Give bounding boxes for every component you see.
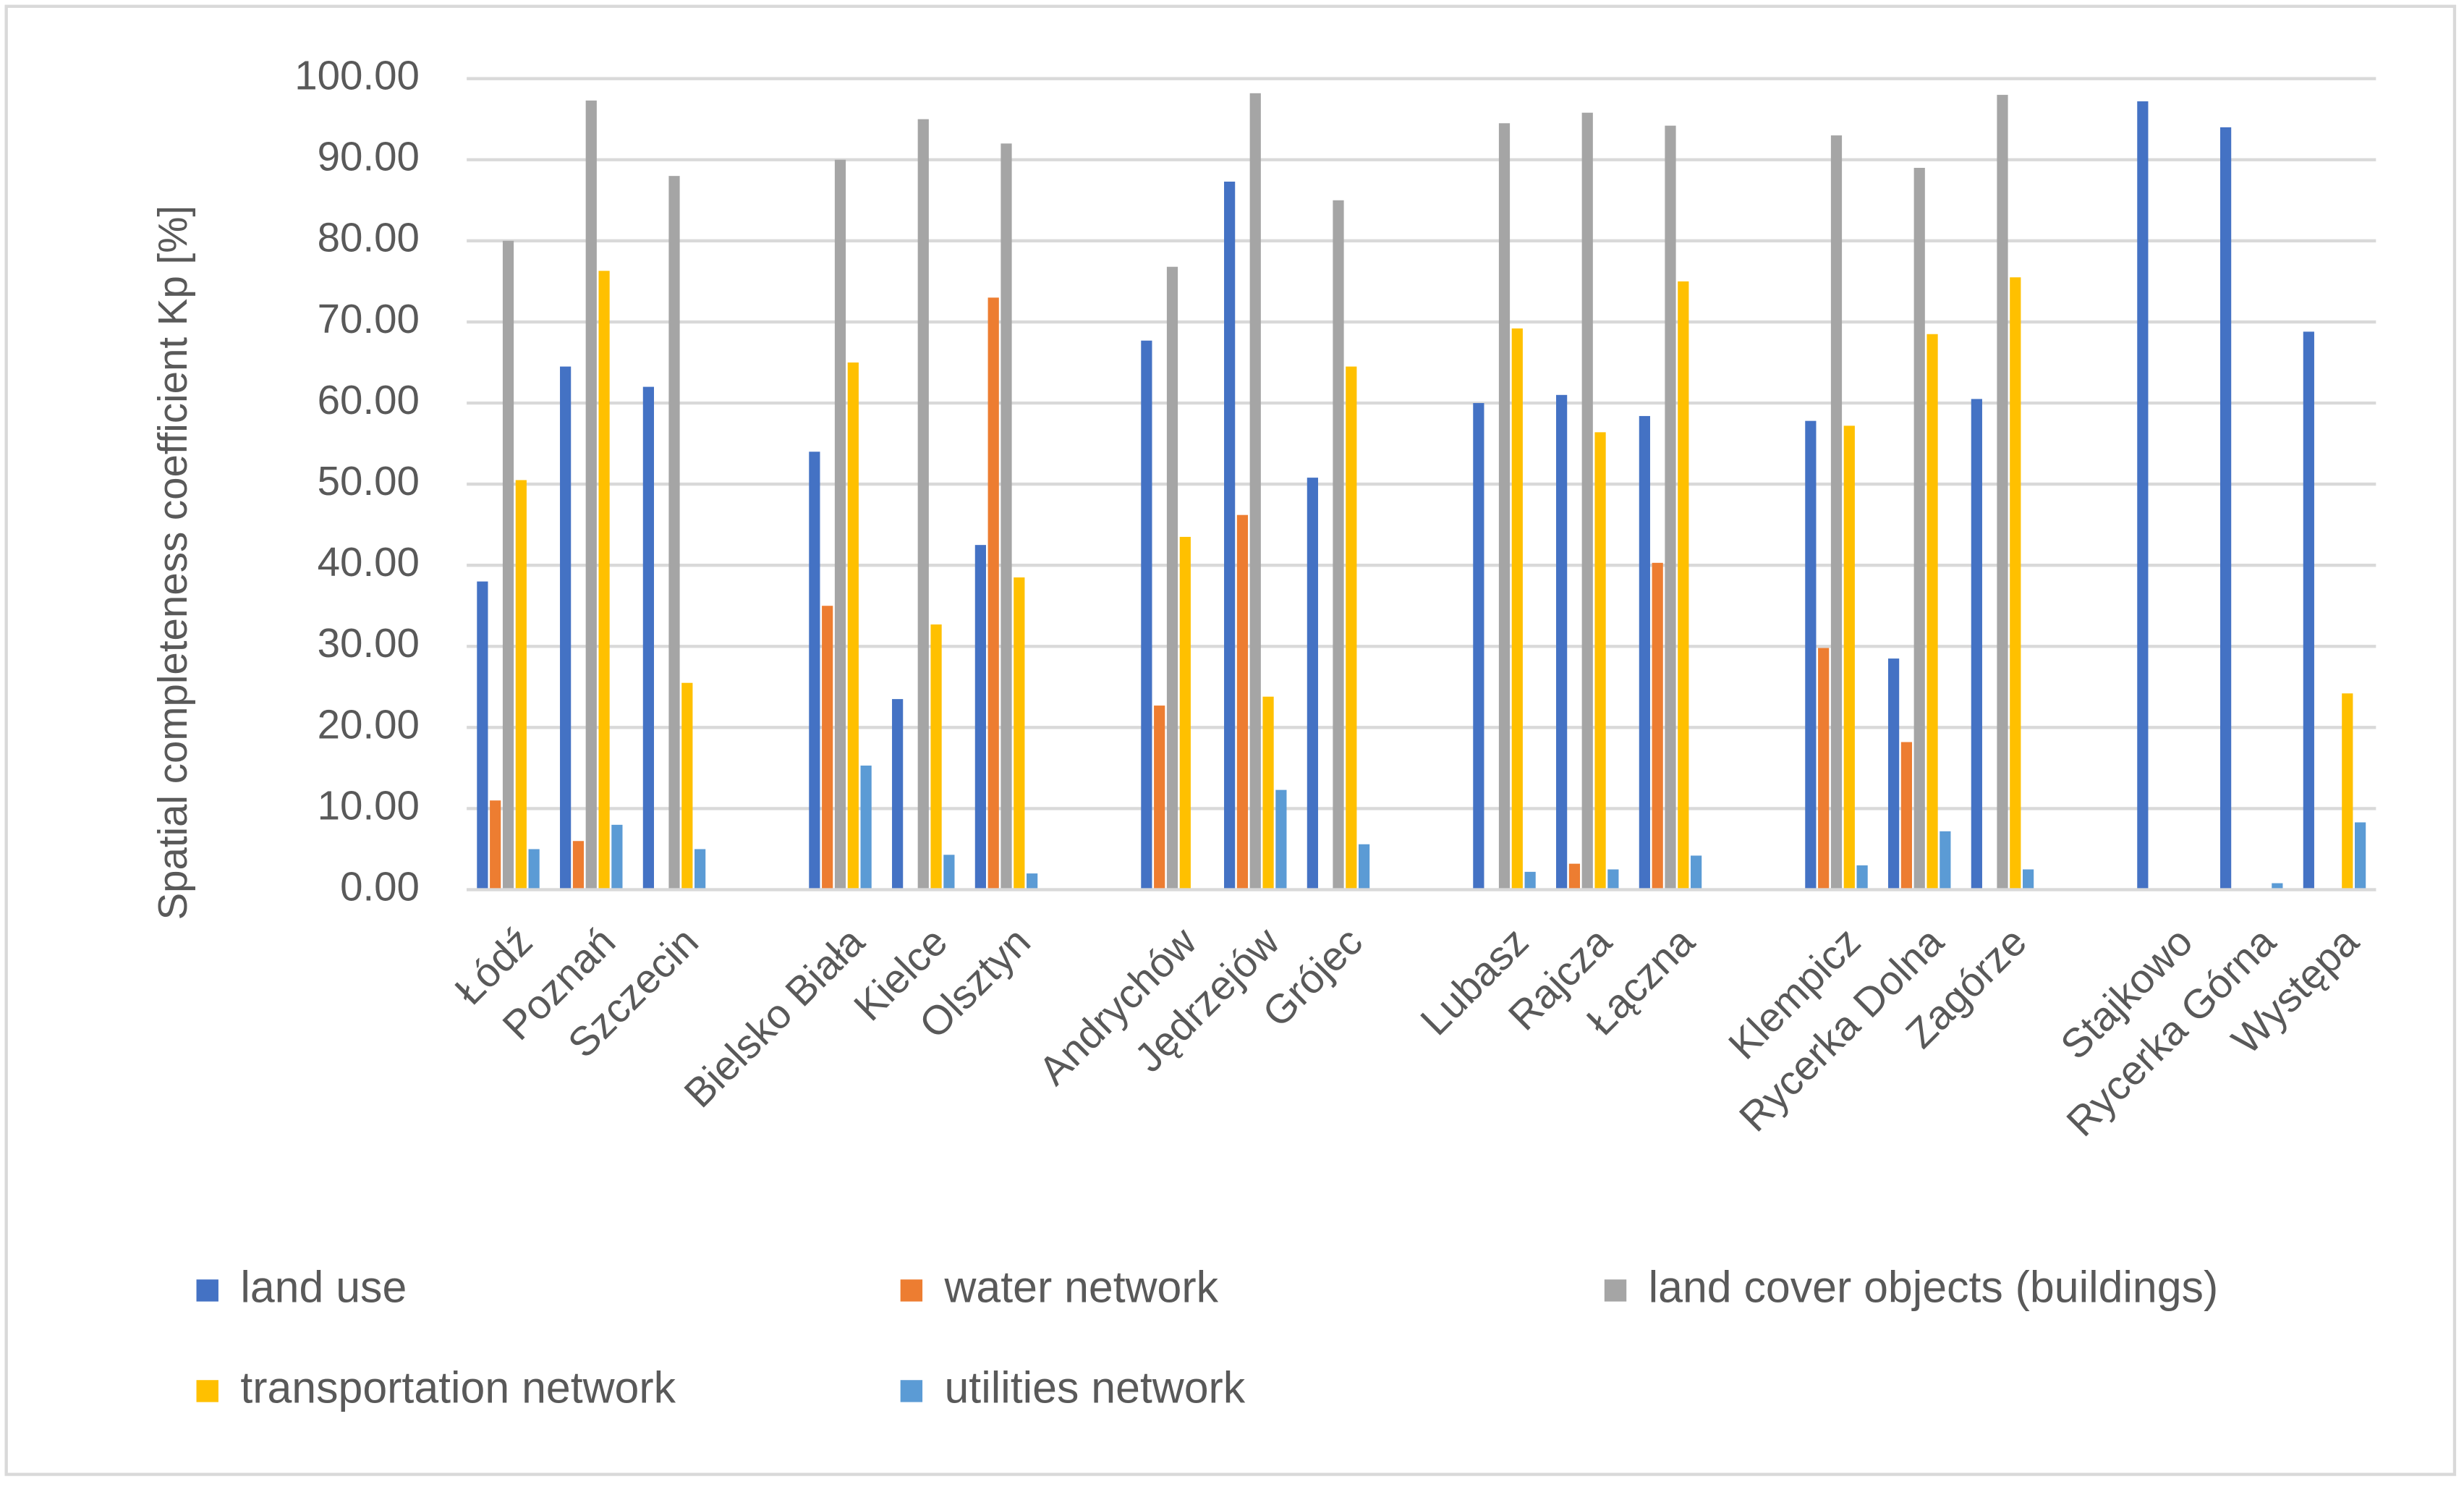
bar [642, 386, 654, 890]
bar [1473, 403, 1484, 890]
bar [1888, 658, 1900, 890]
legend-swatch [900, 1380, 923, 1402]
bar [1262, 696, 1274, 890]
bar [1691, 855, 1702, 890]
legend-swatch [196, 1279, 218, 1302]
bar [1581, 112, 1593, 890]
bar [502, 240, 514, 890]
bar [598, 271, 610, 890]
legend-label: water network [943, 1262, 1218, 1311]
y-tick-label: 90.00 [318, 134, 420, 179]
bar [1556, 394, 1568, 890]
bar [1333, 200, 1344, 890]
y-tick-label: 10.00 [318, 782, 420, 828]
bar [1001, 143, 1012, 890]
bar [1900, 742, 1913, 890]
bar [822, 606, 833, 890]
bar [611, 824, 623, 890]
bar [1830, 135, 1843, 890]
bar [930, 624, 942, 890]
bar [1346, 366, 1357, 890]
bar [1639, 415, 1650, 890]
bar [1275, 789, 1287, 890]
bar [585, 100, 597, 890]
bar [1843, 425, 1855, 890]
legend-label: land use [240, 1262, 407, 1311]
bar [2355, 822, 2366, 890]
bar [1913, 167, 1925, 890]
y-axis-label: Spatial completeness coefficient Kp [%] [150, 206, 195, 920]
bar [1224, 182, 1236, 890]
bar [943, 855, 955, 890]
bar [1249, 93, 1261, 890]
y-tick-label: 0.00 [340, 863, 420, 909]
bar [2220, 127, 2232, 890]
bar [1971, 399, 1982, 890]
bar [1307, 478, 1318, 890]
bar [1856, 865, 1868, 890]
bar [809, 452, 820, 890]
bar [2010, 277, 2021, 890]
y-tick-label: 100.00 [294, 53, 420, 98]
bar [1236, 514, 1249, 890]
y-tick-label: 30.00 [318, 620, 420, 666]
y-tick-label: 50.00 [318, 458, 420, 504]
y-tick-label: 40.00 [318, 539, 420, 585]
legend-label: transportation network [240, 1363, 676, 1412]
bar [515, 480, 527, 890]
bar [860, 766, 872, 890]
bar [1678, 281, 1689, 890]
bar [1154, 706, 1165, 890]
bar [1179, 536, 1191, 890]
bar [2272, 883, 2283, 890]
bar [1652, 562, 1663, 890]
bar [1524, 871, 1536, 890]
bar [2303, 331, 2314, 890]
legend-swatch [900, 1279, 923, 1302]
bar [490, 800, 501, 890]
bar [987, 297, 999, 890]
bar [1926, 334, 1938, 890]
bar [681, 682, 693, 890]
bar [892, 699, 904, 890]
bar [2023, 869, 2034, 890]
bar [847, 362, 859, 890]
bar [1805, 420, 1817, 890]
bar [572, 841, 585, 890]
bar [668, 176, 680, 890]
bar [1594, 432, 1606, 890]
y-tick-label: 80.00 [318, 215, 420, 260]
bar [2137, 101, 2149, 890]
y-tick-label: 60.00 [318, 377, 420, 423]
bar [694, 849, 706, 890]
bar [528, 849, 540, 890]
bar [2342, 693, 2353, 890]
bar [974, 545, 986, 890]
bar [560, 366, 572, 890]
bar [1607, 869, 1619, 890]
bar [1818, 648, 1830, 890]
bar [1166, 266, 1178, 890]
bar [1498, 123, 1511, 890]
bar [1940, 831, 1951, 890]
bar [1141, 340, 1152, 890]
bar [1665, 125, 1676, 890]
legend-swatch [1604, 1279, 1627, 1302]
y-tick-label: 20.00 [318, 701, 420, 747]
bar [917, 119, 929, 890]
bar [1014, 577, 1025, 890]
bar [1359, 844, 1370, 890]
bar [1997, 95, 2008, 890]
bar [834, 159, 846, 890]
bar [1511, 328, 1523, 890]
legend-label: utilities network [944, 1363, 1245, 1412]
bar [1568, 863, 1581, 890]
bar [477, 581, 488, 890]
legend-label: land cover objects (buildings) [1649, 1262, 2219, 1311]
y-tick-label: 70.00 [318, 296, 420, 342]
legend-swatch [196, 1380, 218, 1402]
bar [1027, 873, 1038, 890]
